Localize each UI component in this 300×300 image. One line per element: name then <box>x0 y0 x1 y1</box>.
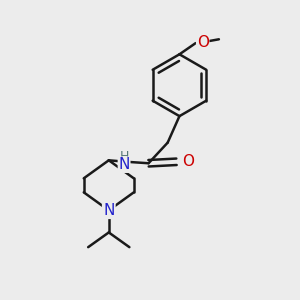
Text: O: O <box>182 154 194 169</box>
Text: O: O <box>197 35 209 50</box>
Text: N: N <box>118 157 130 172</box>
Text: N: N <box>103 203 115 218</box>
Text: H: H <box>119 150 129 163</box>
